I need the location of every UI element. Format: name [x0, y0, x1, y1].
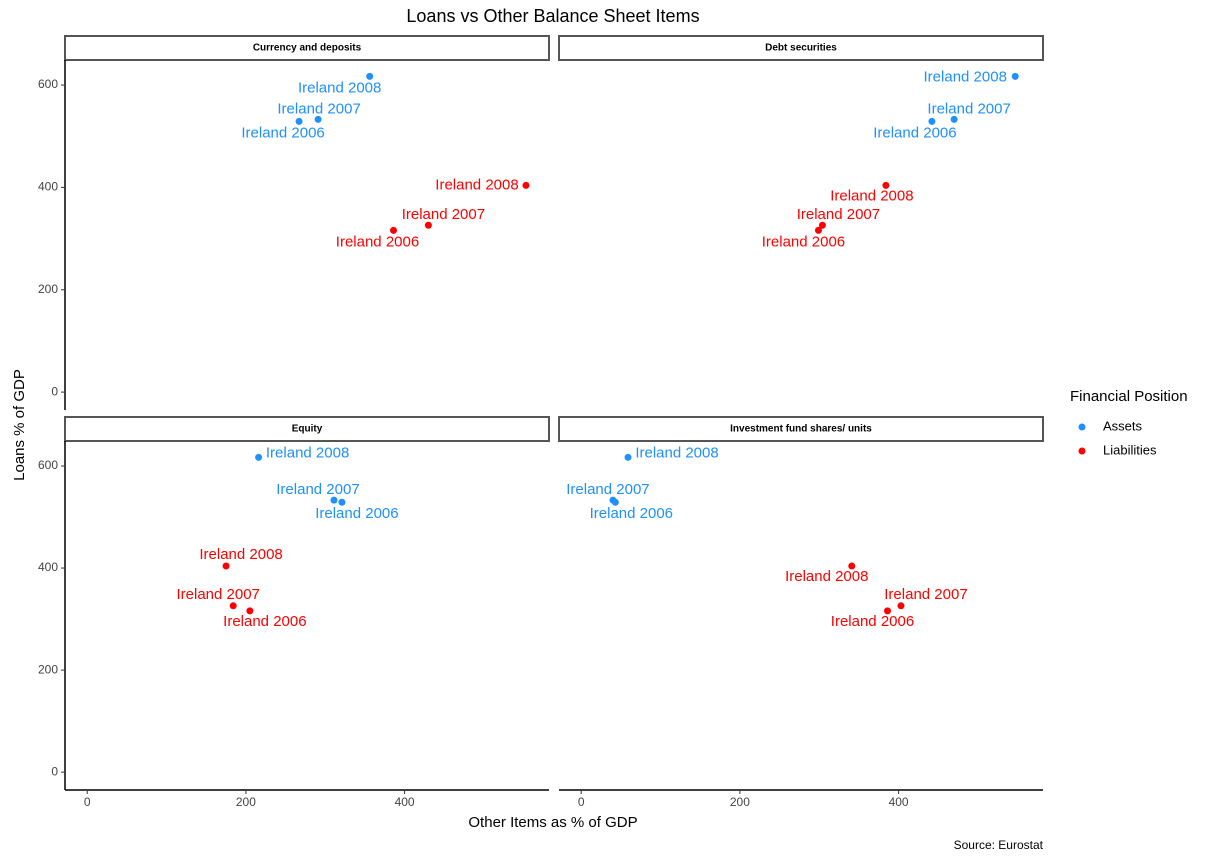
- point-label: Ireland 2008: [266, 444, 349, 461]
- point: [609, 496, 617, 504]
- strip: [558, 35, 1044, 61]
- point: [222, 562, 230, 570]
- y-tick-label: 0: [51, 384, 58, 398]
- x-tick-label: 200: [236, 795, 256, 809]
- y-tick-label: 600: [38, 77, 58, 91]
- point: [330, 496, 338, 504]
- y-axis-label: Loans % of GDP: [11, 369, 28, 481]
- point: [882, 181, 890, 189]
- point-label: Ireland 2008: [924, 68, 1007, 85]
- y-tick-label: 400: [38, 560, 58, 574]
- point-label: Ireland 2007: [177, 586, 260, 603]
- legend-marker: [1078, 423, 1086, 431]
- y-tick-label: 200: [38, 282, 58, 296]
- x-tick-label: 0: [84, 795, 91, 809]
- strip: [64, 35, 550, 61]
- point: [338, 498, 346, 506]
- point: [522, 181, 530, 189]
- x-tick-label: 400: [889, 795, 909, 809]
- point: [314, 115, 322, 123]
- point-label: Ireland 2008: [298, 79, 381, 96]
- x-tick-label: 400: [395, 795, 415, 809]
- point-label: Ireland 2006: [762, 233, 845, 250]
- point: [848, 562, 856, 570]
- point: [818, 221, 826, 229]
- point: [928, 117, 936, 125]
- point-label: Ireland 2006: [873, 124, 956, 141]
- y-tick-label: 0: [51, 764, 58, 778]
- panel-title: Currency and deposits: [253, 43, 362, 54]
- source-note: Source: Eurostat: [954, 838, 1044, 852]
- y-tick-label: 200: [38, 662, 58, 676]
- point-label: Ireland 2007: [927, 100, 1010, 117]
- point: [897, 602, 905, 610]
- point-label: Ireland 2008: [435, 176, 518, 193]
- point-label: Ireland 2006: [241, 124, 324, 141]
- point-label: Ireland 2007: [884, 586, 967, 603]
- point-label: Ireland 2008: [785, 568, 868, 585]
- point-label: Ireland 2006: [590, 505, 673, 522]
- point-label: Ireland 2007: [277, 100, 360, 117]
- point: [950, 115, 958, 123]
- legend-label: Assets: [1103, 418, 1143, 433]
- point-label: Ireland 2008: [199, 546, 282, 563]
- point: [246, 607, 254, 615]
- panel-title: Equity: [292, 424, 323, 435]
- point: [295, 117, 303, 125]
- point-label: Ireland 2007: [566, 481, 649, 498]
- point: [624, 453, 632, 461]
- point-label: Ireland 2006: [315, 505, 398, 522]
- point: [814, 226, 822, 234]
- strip: [64, 416, 550, 442]
- point-label: Ireland 2006: [831, 613, 914, 630]
- legend-title: Financial Position: [1070, 388, 1188, 405]
- point-label: Ireland 2007: [276, 481, 359, 498]
- point: [389, 226, 397, 234]
- point-label: Ireland 2008: [830, 187, 913, 204]
- point: [366, 72, 374, 80]
- point-label: Ireland 2007: [402, 206, 485, 223]
- point-label: Ireland 2006: [336, 233, 419, 250]
- point: [229, 602, 237, 610]
- x-tick-label: 200: [730, 795, 750, 809]
- x-tick-label: 0: [578, 795, 585, 809]
- point: [1011, 72, 1019, 80]
- point-label: Ireland 2008: [635, 444, 718, 461]
- chart-title: Loans vs Other Balance Sheet Items: [406, 6, 699, 26]
- point-label: Ireland 2007: [797, 206, 880, 223]
- panel-title: Debt securities: [765, 43, 837, 54]
- x-axis-label: Other Items as % of GDP: [468, 814, 637, 831]
- point: [424, 221, 432, 229]
- point-label: Ireland 2006: [223, 613, 306, 630]
- y-tick-label: 600: [38, 458, 58, 472]
- legend-label: Liabilities: [1103, 442, 1157, 457]
- panel-title: Investment fund shares/ units: [730, 424, 872, 435]
- point: [883, 607, 891, 615]
- point: [255, 453, 263, 461]
- y-tick-label: 400: [38, 180, 58, 194]
- strip: [558, 416, 1044, 442]
- legend-marker: [1078, 447, 1086, 455]
